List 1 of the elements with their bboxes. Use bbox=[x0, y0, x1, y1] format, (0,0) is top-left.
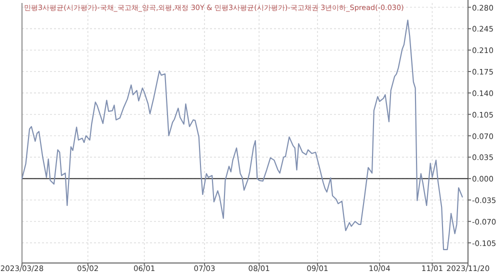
line-series bbox=[21, 20, 463, 250]
